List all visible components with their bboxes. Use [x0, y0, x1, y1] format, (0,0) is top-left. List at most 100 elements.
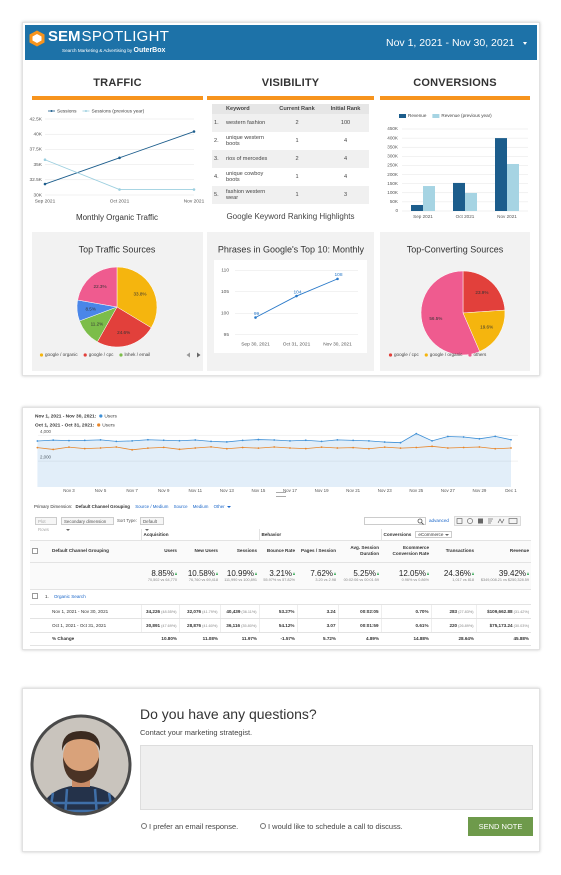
pager-next[interactable] — [197, 352, 201, 358]
radio-label[interactable]: I would like to schedule a call to discu… — [268, 822, 403, 831]
total-text: 39.42% — [498, 568, 527, 578]
legend-pager[interactable] — [186, 352, 202, 358]
change-row: % Change 10.80% 11.08% 11.97% -1.57% 5.72% 4.8… — [30, 632, 532, 646]
avatar-hair — [61, 731, 101, 751]
change-cell: 10.80% — [141, 632, 179, 646]
send-button[interactable]: SEND NOTE — [468, 817, 533, 836]
tagline: Search Marketing & Advertising by OuterB… — [62, 47, 165, 54]
data-cell: 28,876(41.60%) — [178, 618, 220, 633]
icon[interactable] — [497, 518, 505, 524]
table-cell: unique cowboy boots — [226, 171, 264, 183]
total-value: 10.58% — [181, 569, 218, 578]
panel — [32, 232, 203, 371]
data-cell: 53.27% — [258, 604, 298, 619]
search-box[interactable] — [364, 517, 426, 525]
total-value: 5.25% — [340, 568, 380, 578]
change-icon — [377, 572, 380, 576]
row-label: Oct 1, 2021 - Oct 31, 2021 — [40, 618, 141, 633]
secondary-dimension[interactable]: Secondary dimension — [61, 517, 114, 531]
column-header-row: Default Channel Grouping Users New Users Se… — [30, 540, 532, 563]
radio-button[interactable] — [260, 823, 266, 829]
cell-value: 0.70% — [415, 608, 429, 614]
cell-share: (47.69%) — [161, 623, 177, 628]
change-cell: -1.57% — [259, 632, 298, 646]
cell-share: (31.42%) — [513, 609, 530, 614]
column-header: Pages / Session — [297, 540, 339, 563]
checkbox[interactable] — [32, 547, 38, 554]
total-text: 24.36% — [443, 568, 472, 578]
total-compare: $349,008.21 vs $250,328.59 — [480, 577, 530, 582]
total-value: 10.99% — [222, 569, 258, 578]
message-textarea[interactable] — [140, 745, 533, 810]
change-cell: 45.88% — [476, 632, 532, 646]
data-row: Oct 1, 2021 - Oct 31, 2021 30,891(47.69%)… — [30, 618, 532, 633]
total-text: 5.25% — [353, 568, 377, 578]
dimension-option[interactable]: Other — [213, 504, 225, 509]
dimension-option[interactable]: Source — [173, 504, 188, 509]
avatar-beard — [63, 757, 99, 783]
change-cell: 11.97% — [220, 632, 260, 646]
cell — [30, 618, 40, 633]
change-cell: 11.08% — [179, 632, 220, 646]
cell — [40, 562, 141, 590]
date-dropdown-arrow[interactable] — [523, 42, 527, 45]
data-cell: $109,662.88(31.42%) — [475, 604, 532, 619]
total-value: 39.42% — [478, 568, 530, 578]
icon[interactable] — [467, 518, 473, 524]
advanced-link[interactable]: advanced — [429, 518, 449, 523]
group-header: Conversions eCommerce — [380, 529, 532, 541]
total-text: 7.62% — [310, 568, 334, 578]
header-cell — [212, 104, 224, 114]
cell — [30, 604, 40, 619]
total-cell: 10.99% 111,990 vs 100,891 — [220, 562, 260, 590]
data-cell: 0.61% — [380, 618, 432, 633]
total-text: 3.21% — [269, 568, 293, 578]
section-bar — [32, 96, 203, 100]
cell-share: (41.79%) — [202, 609, 218, 614]
cell-value: 00:02:05 — [360, 608, 379, 614]
group-label: Behavior — [261, 531, 282, 537]
cell-value: 28,876 — [187, 622, 202, 628]
cell-value: 34,226 — [146, 608, 161, 614]
cell-value: 3.24 — [326, 608, 336, 614]
cell — [40, 529, 141, 541]
row-label: Nov 1, 2021 - Nov 30, 2021 — [40, 604, 141, 619]
table-cell: 2 — [295, 120, 299, 126]
total-cell: 24.36% 1,017 vs 818 — [431, 562, 477, 590]
date-range[interactable]: Nov 1, 2021 - Nov 30, 2021 — [386, 37, 515, 49]
total-compare: 0.96% vs 0.86% — [401, 577, 430, 582]
dimension-label: Primary Dimension: — [34, 504, 73, 509]
table-cell: 100 — [340, 120, 351, 126]
contact-title: Do you have any questions? — [140, 706, 317, 722]
table-cell: 1. — [214, 120, 219, 126]
icon[interactable] — [456, 518, 463, 524]
conversion-select[interactable]: eCommerce — [415, 530, 453, 538]
section-title: CONVERSIONS — [413, 77, 497, 89]
table-cell: 4 — [343, 174, 348, 180]
cell — [30, 529, 40, 541]
resize-handle[interactable] — [276, 492, 286, 497]
dimension-option[interactable]: Source / Medium — [135, 504, 169, 509]
dimension-option[interactable]: Medium — [192, 504, 209, 509]
group-name: 1. Organic Search — [40, 589, 532, 605]
checkbox[interactable] — [32, 593, 38, 599]
cell-value: $75,173.24 — [489, 622, 513, 628]
sort-select[interactable]: Default — [140, 517, 164, 531]
total-text: 10.58% — [187, 568, 215, 578]
search-icon[interactable] — [417, 518, 424, 525]
table-cell: 3. — [214, 156, 219, 162]
icon[interactable] — [508, 518, 518, 524]
total-cell: 5.25% 00:02:06 vs 00:01:59 — [338, 562, 382, 590]
cell — [30, 540, 40, 563]
radio-label[interactable]: I prefer an email response. — [149, 822, 239, 831]
plot-rows-button[interactable]: Plot Rows — [35, 517, 57, 532]
change-icon — [472, 572, 475, 576]
radio-button[interactable] — [141, 823, 147, 829]
pager-prev[interactable] — [186, 352, 191, 358]
icon[interactable] — [478, 518, 483, 524]
contact-subtitle: Contact your marketing strategist. — [140, 728, 253, 737]
total-compare: 00:02:06 vs 00:01:59 — [343, 577, 380, 582]
row-link[interactable]: Organic Search — [53, 594, 86, 599]
view-icons[interactable] — [454, 516, 522, 526]
data-cell: 36,116(35.80%) — [219, 618, 260, 633]
